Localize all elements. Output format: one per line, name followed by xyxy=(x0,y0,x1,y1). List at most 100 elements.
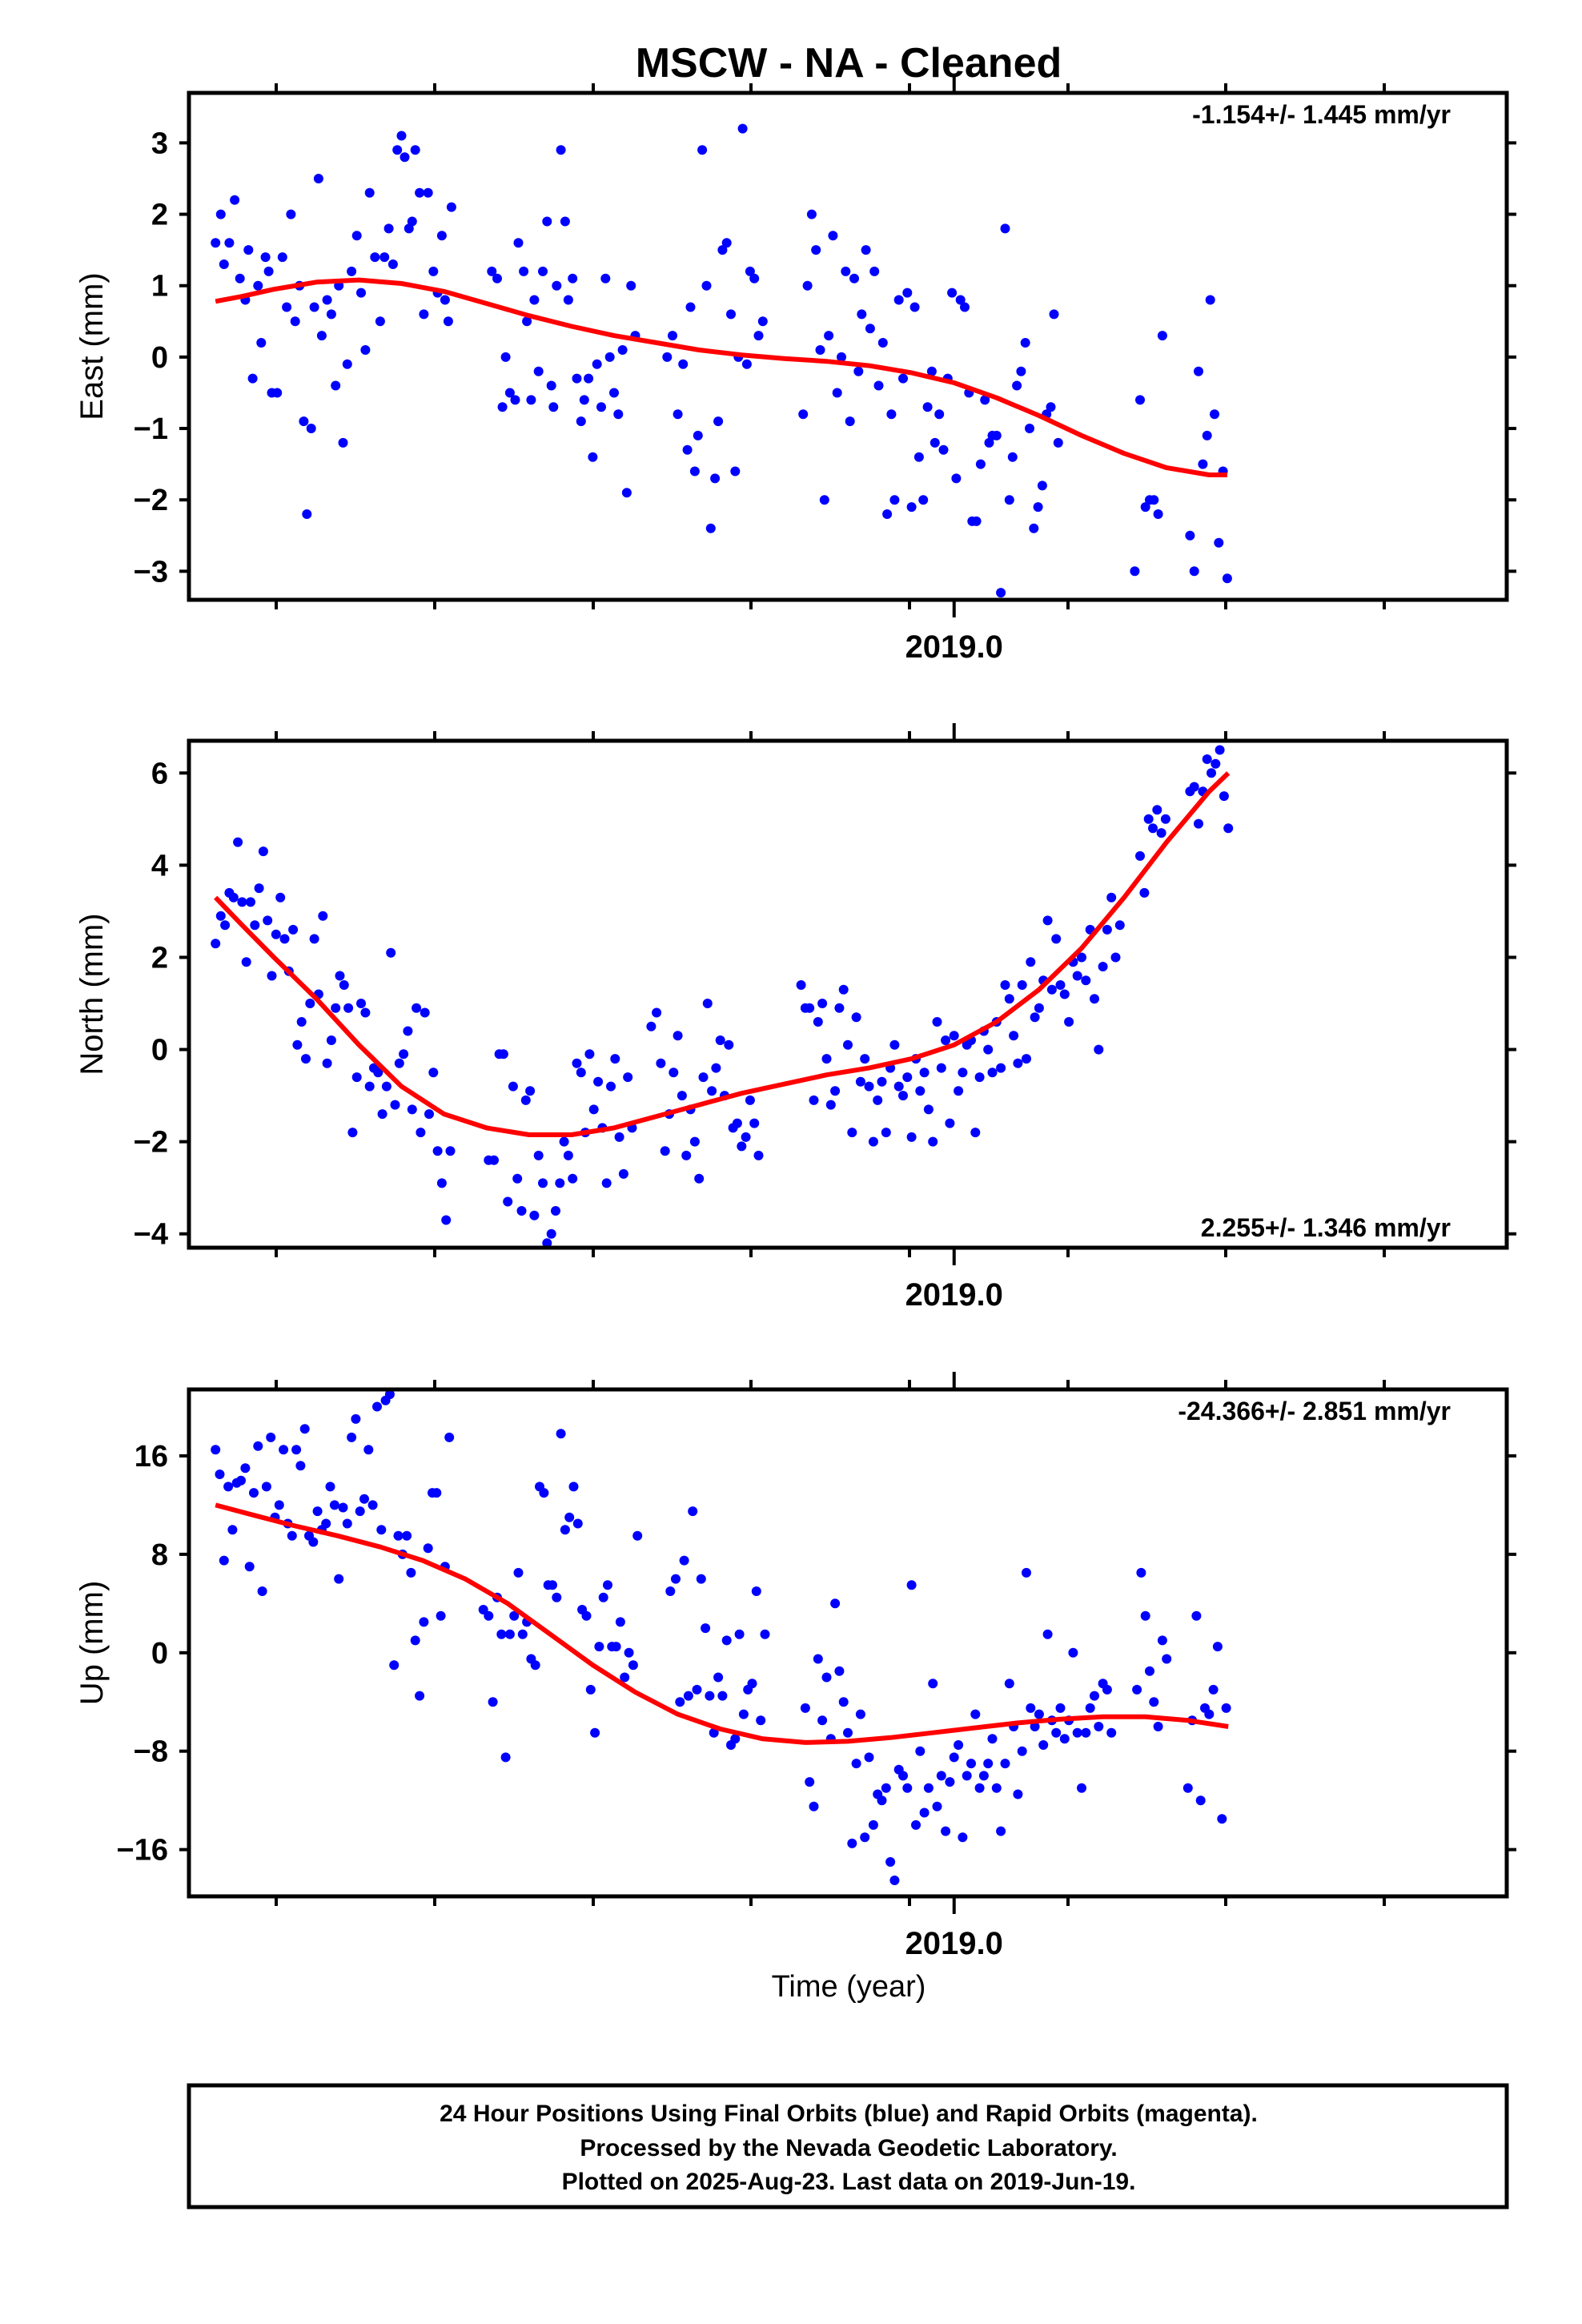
up-data-point xyxy=(308,1537,319,1547)
up-data-point xyxy=(253,1441,263,1451)
up-data-point xyxy=(1094,1722,1104,1731)
east-ytick-label: 0 xyxy=(151,341,168,375)
east-data-point xyxy=(584,373,594,384)
east-data-point xyxy=(749,273,760,283)
north-data-point xyxy=(441,1215,452,1225)
up-data-point xyxy=(539,1488,549,1498)
up-data-point xyxy=(363,1445,374,1455)
north-ytick-label: −4 xyxy=(134,1218,168,1252)
north-data-point xyxy=(1098,962,1108,971)
up-data-point xyxy=(372,1401,382,1412)
east-data-point xyxy=(926,366,937,376)
up-data-point xyxy=(751,1586,761,1596)
north-data-point xyxy=(646,1021,656,1031)
north-data-point xyxy=(403,1026,413,1036)
east-data-point xyxy=(1140,502,1150,513)
up-data-point xyxy=(970,1709,981,1719)
east-data-point xyxy=(423,187,433,198)
east-xtick-label: 2019.0 xyxy=(905,629,1003,665)
up-data-point xyxy=(1068,1647,1078,1658)
east-data-point xyxy=(975,459,986,469)
north-data-point xyxy=(343,1003,354,1013)
up-data-point xyxy=(389,1660,400,1671)
east-data-point xyxy=(604,352,615,362)
north-data-point xyxy=(711,1063,721,1073)
up-data-point xyxy=(717,1691,728,1701)
up-data-point xyxy=(817,1715,828,1726)
east-data-point xyxy=(322,295,332,305)
up-data-point xyxy=(410,1635,420,1646)
north-data-point xyxy=(339,980,349,990)
up-data-point xyxy=(838,1697,849,1707)
east-data-point xyxy=(1029,523,1039,533)
up-data-point xyxy=(1162,1654,1172,1664)
north-data-point xyxy=(292,1039,303,1050)
north-data-point xyxy=(702,999,713,1008)
north-data-point xyxy=(618,1168,628,1179)
north-data-point xyxy=(724,1039,734,1050)
north-points xyxy=(211,745,1234,1248)
north-data-point xyxy=(805,1003,815,1013)
east-data-point xyxy=(247,373,258,384)
east-data-point xyxy=(326,309,336,320)
north-data-point xyxy=(873,1095,883,1105)
north-data-point xyxy=(520,1095,531,1105)
up-data-point xyxy=(692,1684,702,1695)
east-data-point xyxy=(316,331,327,341)
north-data-point xyxy=(919,1068,930,1078)
east-data-point xyxy=(832,388,842,398)
north-data-point xyxy=(1064,1017,1074,1027)
up-data-point xyxy=(1022,1567,1031,1578)
north-data-point xyxy=(1094,1044,1104,1055)
east-data-point xyxy=(263,266,274,276)
east-data-point xyxy=(726,309,736,320)
north-data-point xyxy=(390,1100,400,1110)
east-data-point xyxy=(906,502,917,513)
north-data-point xyxy=(326,1035,336,1045)
north-data-point xyxy=(898,1091,908,1101)
north-data-point xyxy=(412,1003,422,1013)
east-data-point xyxy=(1149,495,1159,505)
up-data-point xyxy=(219,1555,229,1566)
east-data-point xyxy=(379,252,390,263)
north-data-point xyxy=(1077,952,1086,963)
east-data-point xyxy=(713,416,724,427)
north-data-point xyxy=(1046,984,1057,995)
up-data-point xyxy=(1106,1727,1117,1738)
north-data-point xyxy=(1152,805,1162,815)
up-data-point xyxy=(329,1500,339,1510)
up-data-point xyxy=(236,1475,246,1486)
east-data-point xyxy=(487,266,497,276)
north-data-point xyxy=(394,1058,404,1068)
up-data-point xyxy=(384,1389,395,1400)
north-data-point xyxy=(889,1039,900,1050)
east-data-point xyxy=(757,316,768,327)
east-data-point xyxy=(392,145,403,155)
north-data-point xyxy=(1042,915,1053,926)
up-data-point xyxy=(679,1555,689,1566)
east-data-point xyxy=(443,316,453,327)
up-data-point xyxy=(877,1795,887,1806)
north-plot-frame xyxy=(187,738,1509,1250)
north-data-point xyxy=(868,1136,878,1147)
north-data-point xyxy=(656,1058,666,1068)
north-data-point xyxy=(1000,980,1010,990)
north-data-point xyxy=(288,924,299,935)
up-data-point xyxy=(688,1506,698,1517)
up-data-point xyxy=(709,1727,719,1738)
footer-line-1: 24 Hour Positions Using Final Orbits (bl… xyxy=(440,2101,1258,2127)
east-data-point xyxy=(375,316,385,327)
east-data-point xyxy=(302,509,312,519)
east-data-point xyxy=(407,216,417,227)
north-fit-curve xyxy=(214,771,1231,1137)
up-data-point xyxy=(572,1518,583,1529)
north-data-point xyxy=(974,1072,985,1083)
east-data-point xyxy=(1198,459,1208,469)
east-data-point xyxy=(1214,537,1224,548)
up-data-point xyxy=(936,1771,946,1781)
north-data-point xyxy=(1114,920,1125,931)
north-data-point xyxy=(809,1095,819,1105)
north-ytick-label: 4 xyxy=(151,849,168,883)
east-data-point xyxy=(338,437,348,448)
up-data-point xyxy=(860,1832,870,1843)
